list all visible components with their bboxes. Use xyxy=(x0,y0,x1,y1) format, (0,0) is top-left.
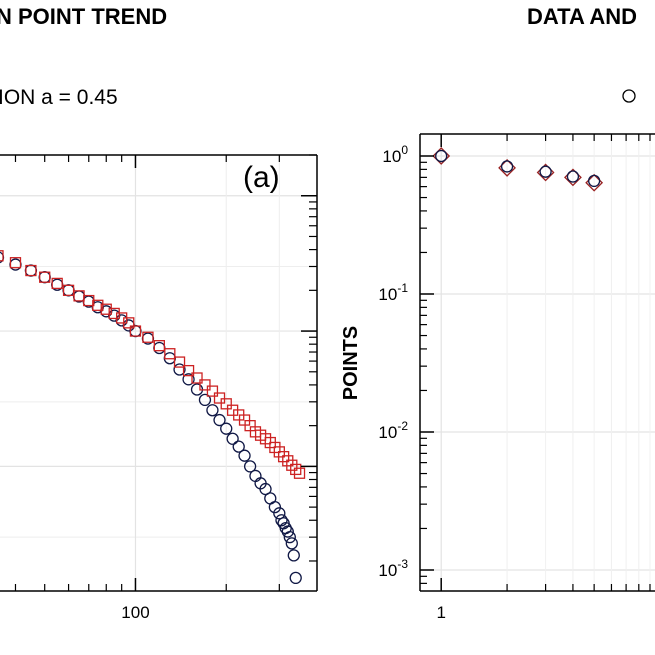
left-circle-point xyxy=(198,393,212,407)
right-ticks xyxy=(420,134,651,591)
tick-exponent: -3 xyxy=(397,557,408,571)
tick-base: 10 xyxy=(378,285,397,304)
right-y-tick-label: 100 xyxy=(382,143,408,166)
tick-exponent: -1 xyxy=(397,281,408,295)
left-points xyxy=(0,250,306,585)
left-circle-point xyxy=(283,530,296,544)
left-square-point xyxy=(51,277,63,290)
right-circle-point xyxy=(587,174,601,188)
right-y-tick-label: 10-3 xyxy=(378,557,408,580)
right-circle-point xyxy=(500,160,514,173)
legend-circle-marker xyxy=(622,89,636,103)
exponent-annotation: ION a = 0.45 xyxy=(0,86,118,109)
left-circle-point xyxy=(275,514,288,527)
left-square-point xyxy=(92,299,104,311)
tick-exponent: 0 xyxy=(401,143,408,157)
left-square-point xyxy=(39,271,51,283)
right-circle-point xyxy=(566,170,580,183)
left-square-point xyxy=(182,364,195,377)
right-circle-point xyxy=(539,165,552,178)
left-panel-title: N POINT TREND xyxy=(0,4,167,29)
right-y-axis-label: POINTS xyxy=(340,326,362,400)
left-x-tick-label-100: 100 xyxy=(121,603,149,622)
left-circle-point xyxy=(289,571,302,585)
right-circle-point xyxy=(435,149,448,163)
right-points xyxy=(432,147,604,192)
left-circle-point xyxy=(232,440,245,453)
panel-label-a: (a) xyxy=(243,161,280,194)
left-square-point xyxy=(153,340,165,352)
right-panel-title: DATA AND xyxy=(527,4,637,29)
left-square-point xyxy=(173,356,186,368)
left-square-point xyxy=(164,348,176,360)
left-circle-point xyxy=(238,449,251,462)
left-square-point xyxy=(277,451,290,463)
left-circle-point xyxy=(285,537,298,550)
right-grid xyxy=(420,134,655,591)
left-square-point xyxy=(25,264,37,277)
right-y-tick-label: 10-2 xyxy=(378,419,408,442)
left-circle-point xyxy=(268,500,282,514)
left-square-point xyxy=(293,467,306,479)
right-y-tick-label: 10-1 xyxy=(378,281,408,304)
left-circle-point xyxy=(226,432,239,445)
left-square-point xyxy=(9,257,22,269)
left-square-point xyxy=(100,303,112,315)
left-plot-area xyxy=(0,155,317,591)
left-panel: (a) 100 xyxy=(0,154,318,622)
left-circle-point xyxy=(287,549,300,562)
left-square-point xyxy=(199,379,211,391)
left-square-point xyxy=(142,331,154,343)
left-circle-point xyxy=(173,363,186,376)
tick-base: 10 xyxy=(378,423,397,442)
left-circle-point xyxy=(220,422,233,435)
tick-base: 10 xyxy=(378,561,397,580)
left-square-point xyxy=(129,325,142,337)
left-square-point xyxy=(0,250,4,262)
left-circle-point xyxy=(206,404,219,417)
left-square-point xyxy=(220,398,232,410)
left-square-point xyxy=(191,372,203,384)
left-circle-point xyxy=(273,507,286,520)
left-square-point xyxy=(206,385,219,397)
left-circle-point xyxy=(281,525,294,538)
tick-base: 10 xyxy=(382,147,401,166)
right-plot-area xyxy=(420,134,655,591)
left-square-point xyxy=(286,459,298,471)
left-circle-point xyxy=(243,460,257,473)
left-circle-point xyxy=(213,413,226,427)
left-circle-point xyxy=(182,373,195,386)
left-square-point xyxy=(290,463,302,476)
right-x-tick-label-1: 1 xyxy=(436,603,445,622)
tick-exponent: -2 xyxy=(397,419,408,433)
left-square-point xyxy=(123,317,135,329)
left-square-point xyxy=(213,392,226,404)
